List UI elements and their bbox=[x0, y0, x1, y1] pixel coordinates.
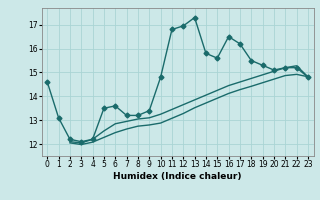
X-axis label: Humidex (Indice chaleur): Humidex (Indice chaleur) bbox=[113, 172, 242, 181]
